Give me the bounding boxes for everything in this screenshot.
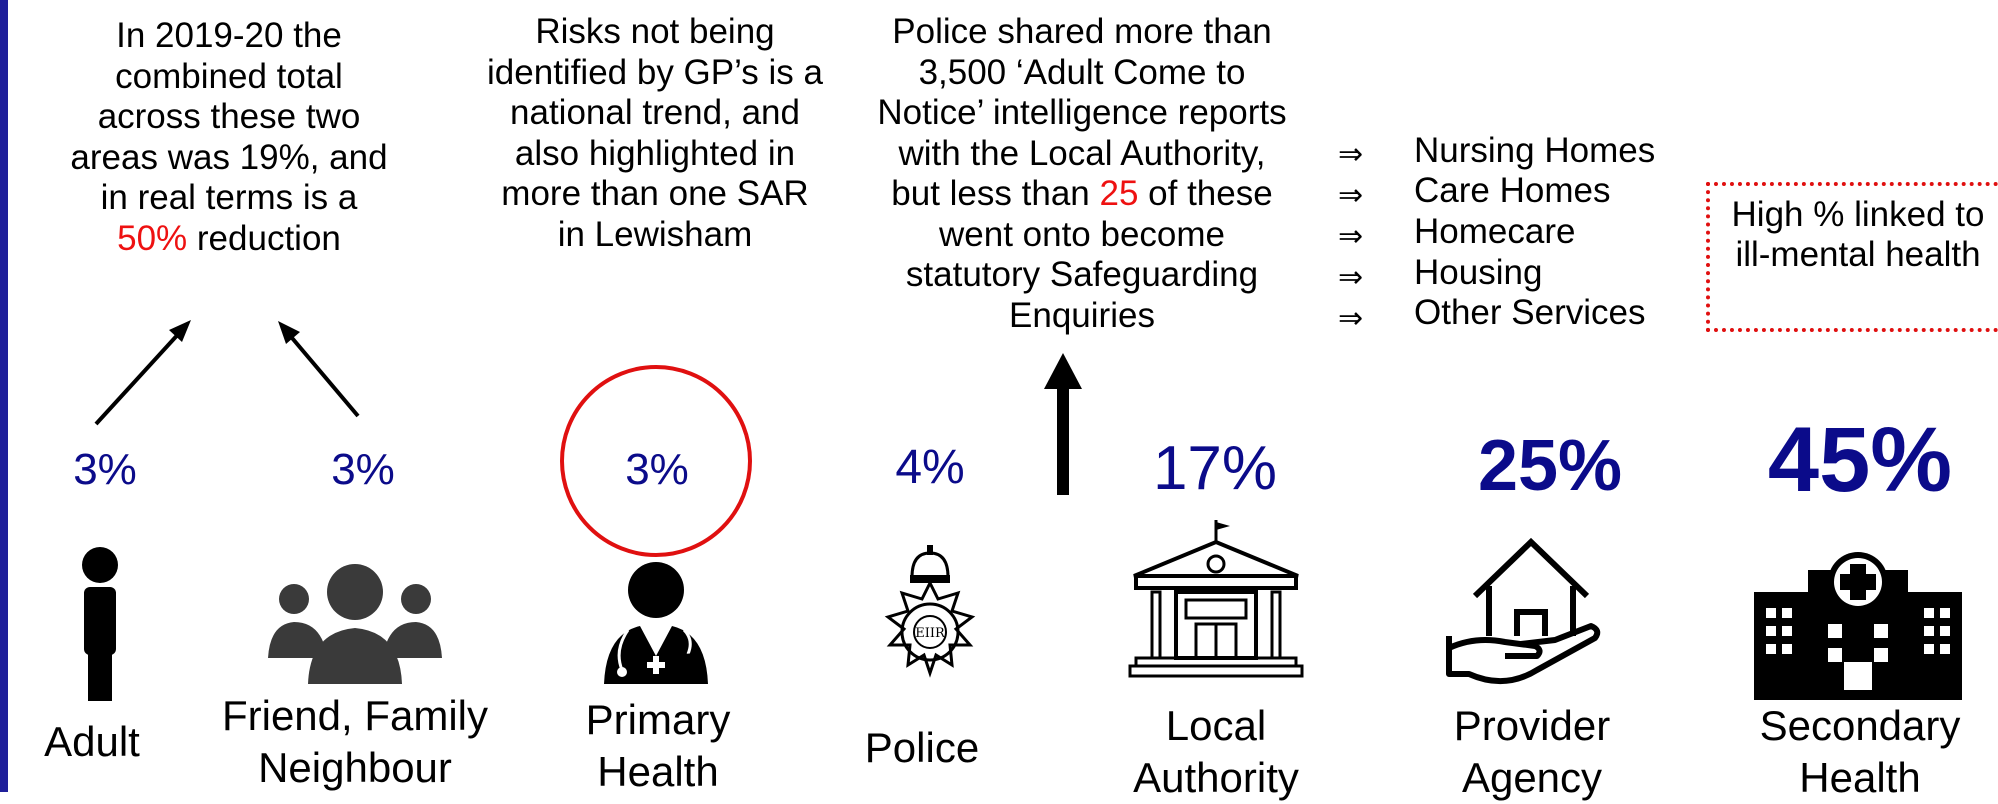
friends-label: Friend, Family Neighbour — [221, 692, 489, 791]
left-accent-bar — [0, 0, 8, 792]
provider-agency-label: Provider Agency — [1453, 702, 1611, 801]
bullet-arrow-icon: ⇒ — [1338, 220, 1364, 253]
provider-percent: 25% — [1477, 426, 1623, 506]
police-note-text-end: of these went onto become statutory Safe… — [905, 174, 1273, 335]
bullet-arrow-icon: ⇒ — [1338, 302, 1364, 335]
svg-text:EIIR: EIIR — [915, 626, 946, 641]
police-note: Police shared more than 3,500 ‘Adult Com… — [875, 12, 1289, 336]
bullet-arrow-icon: ⇒ — [1338, 179, 1364, 212]
adult-percent: 3% — [73, 445, 137, 494]
primary-percent: 3% — [625, 445, 689, 494]
police-label: Police — [864, 724, 980, 771]
service-item: Homecare — [1414, 212, 1576, 251]
highlight-circle — [560, 365, 752, 557]
adult-note-text: In 2019-20 the combined total across the… — [70, 16, 388, 217]
person-icon — [82, 547, 118, 701]
hospital-icon — [1754, 552, 1962, 700]
police-badge-icon: EIIR — [884, 545, 976, 678]
bullet-arrow-icon: ⇒ — [1338, 138, 1364, 171]
town-hall-icon — [1128, 520, 1304, 678]
service-item: Care Homes — [1414, 171, 1611, 210]
service-item: Housing — [1414, 253, 1543, 292]
adult-note-text-end: reduction — [196, 218, 341, 258]
adult-note: In 2019-20 the combined total across the… — [70, 16, 388, 259]
doctor-icon — [604, 562, 708, 684]
service-item: Nursing Homes — [1414, 131, 1656, 170]
adult-note-highlight: 50% — [117, 218, 188, 258]
group-icon — [268, 564, 442, 684]
police-note-highlight: 25 — [1099, 174, 1139, 213]
gp-note: Risks not being identified by GP’s is a … — [487, 12, 823, 254]
local-authority-percent: 17% — [1152, 434, 1278, 503]
friends-percent: 3% — [331, 445, 395, 494]
arrow-up-icon — [1044, 353, 1082, 495]
primary-health-label: Primary Health — [585, 696, 731, 795]
police-percent: 4% — [895, 441, 965, 494]
secondary-health-label: Secondary Health — [1759, 702, 1961, 801]
secondary-percent: 45% — [1767, 409, 1953, 511]
police-note-text: Police shared more than 3,500 ‘Adult Com… — [877, 12, 1287, 213]
bullet-arrow-icon: ⇒ — [1338, 261, 1364, 294]
local-authority-label: Local Authority — [1133, 702, 1299, 801]
arrow-up-left-icon — [278, 321, 360, 418]
house-in-hand-icon — [1446, 537, 1601, 685]
mental-health-callout: High % linked to ill-mental health — [1706, 182, 1998, 332]
arrow-up-right-icon — [94, 320, 191, 426]
adult-label: Adult — [44, 718, 140, 765]
service-item: Other Services — [1414, 293, 1646, 332]
